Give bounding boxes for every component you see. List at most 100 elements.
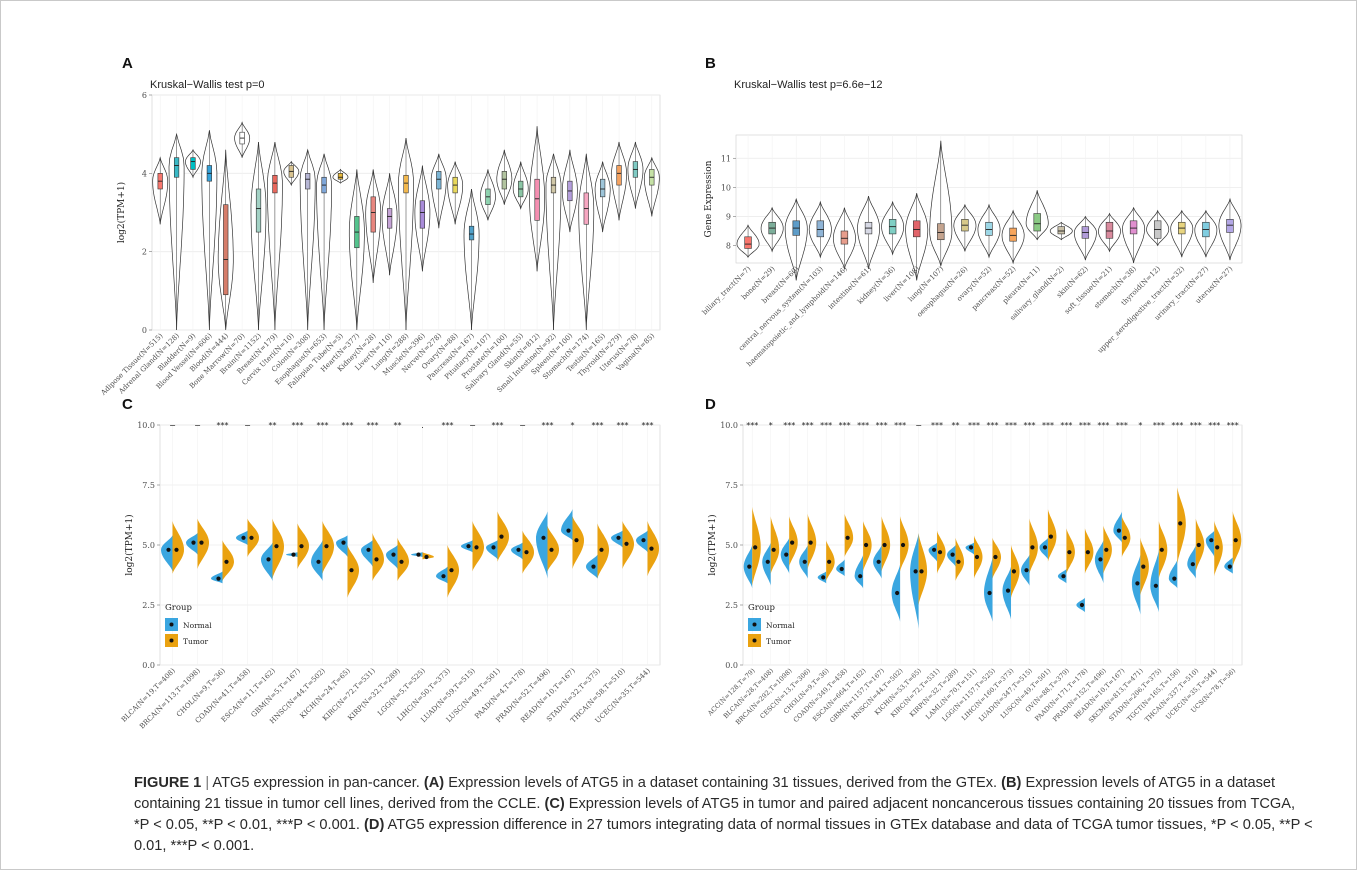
caption-text: Expression levels of ATG5 in tumor and p… (134, 796, 1296, 833)
median-point-tumor (993, 554, 998, 560)
median-point-normal (541, 535, 546, 540)
box-iqr (305, 173, 311, 190)
box-iqr (403, 174, 409, 194)
median-point-normal (839, 566, 844, 572)
median-point-tumor (249, 535, 254, 540)
median-point-tumor (753, 545, 758, 550)
significance-label: *** (746, 421, 758, 430)
significance-label: *** (1042, 421, 1054, 430)
median-point-normal (784, 552, 789, 557)
violin-normal (211, 571, 223, 584)
median-point-tumor (299, 544, 304, 549)
violin-tumor (955, 537, 964, 581)
y-tick-label: 0 (142, 326, 147, 335)
median-point-normal (316, 559, 321, 564)
violin-normal (1168, 559, 1178, 589)
significance-label: *** (1208, 421, 1220, 430)
median-point-tumor (1233, 538, 1238, 543)
caption-label: FIGURE 1 (134, 775, 202, 791)
median-point-normal (1209, 538, 1214, 543)
median-point-normal (1061, 574, 1066, 579)
median-point-tumor (863, 542, 869, 548)
violin-normal (536, 511, 548, 579)
panel-D: D0.02.55.07.510.0log2(TPM+1)***ACC(N=128… (705, 396, 1243, 726)
median-point-normal (931, 547, 937, 552)
significance-label: *** (317, 421, 329, 430)
violin-tumor (322, 521, 334, 574)
median-point-tumor (474, 545, 479, 550)
violin-tumor (347, 545, 359, 598)
x-tick-label: pancreas(N=52) (970, 265, 1017, 312)
box-iqr (1105, 221, 1114, 239)
box-iqr (337, 173, 344, 180)
x-tick-label: Adipose Tissue(N=515) (99, 332, 165, 398)
y-axis-label: Gene Expression (704, 160, 714, 237)
median-point-normal (895, 590, 900, 596)
violin-normal (910, 533, 919, 629)
significance-label: ** (269, 421, 277, 430)
legend-label: Normal (183, 621, 212, 630)
significance-label: *** (367, 421, 379, 430)
figure-caption: FIGURE 1 | ATG5 expression in pan-cancer… (134, 773, 1314, 857)
box-iqr (1129, 220, 1138, 235)
y-axis-label: log2(TPM+1) (116, 182, 127, 243)
median-point-tumor (649, 546, 654, 551)
violin-normal (486, 540, 498, 560)
box-iqr (436, 171, 442, 190)
significance-label: * (769, 421, 773, 430)
panel-letter: B (705, 55, 716, 72)
box-iqr (173, 157, 180, 178)
median-point-normal (566, 528, 571, 533)
box-iqr (272, 174, 278, 194)
median-point-normal (1098, 557, 1103, 562)
violin-tumor (1177, 487, 1186, 565)
violin-tumor (222, 540, 234, 581)
y-tick-label: 9 (726, 212, 731, 221)
median-point-tumor (919, 569, 924, 574)
violin-normal (1094, 540, 1104, 584)
box-iqr (985, 221, 993, 236)
violin-normal (636, 530, 648, 553)
violin-normal (1150, 549, 1159, 613)
median-point-tumor (845, 535, 850, 540)
y-tick-label: 2.5 (142, 601, 155, 610)
box-iqr (816, 220, 825, 238)
box-iqr (1033, 213, 1041, 232)
violin-tumor (447, 545, 459, 598)
box-iqr (616, 165, 622, 186)
box-iqr (744, 236, 752, 249)
median-point-tumor (174, 547, 179, 552)
y-axis-label: log2(TPM+1) (707, 514, 718, 575)
y-tick-label: 5.0 (725, 541, 738, 550)
violin-normal (611, 530, 623, 548)
x-tick-label: upper_aerodigestive_tract(N=32) (1096, 265, 1186, 355)
caption-panel-ref: (B) (1001, 775, 1022, 791)
box-iqr (937, 223, 945, 241)
violin-tumor (472, 521, 484, 572)
median-point-normal (591, 564, 596, 569)
significance-label: − (194, 421, 201, 430)
median-point-tumor (1011, 569, 1017, 574)
significance-label: *** (839, 421, 851, 430)
violin-normal (561, 509, 573, 541)
x-tick-label: LGG(N=5,T=525) (376, 667, 427, 718)
median-point-normal (1005, 588, 1011, 593)
median-point-tumor (937, 550, 943, 555)
violin-tumor (918, 533, 928, 605)
significance-label: *** (1190, 421, 1202, 430)
significance-label: *** (783, 421, 795, 430)
caption-text: ATG5 expression in pan-cancer. (212, 775, 424, 791)
violin-normal (1002, 566, 1011, 620)
legend-label: Tumor (183, 637, 208, 646)
median-point-normal (1079, 602, 1085, 608)
legend-dot (752, 638, 757, 643)
significance-label: *** (1227, 421, 1239, 430)
median-point-normal (1227, 564, 1232, 569)
median-point-tumor (827, 559, 832, 564)
panel-letter: A (122, 55, 133, 72)
significance-label: . (421, 421, 424, 430)
y-tick-label: 7.5 (725, 481, 738, 490)
panel-B: B Kruskal−Wallis test p=6.6e−12 8 9 10 11 Gene… (701, 55, 1243, 368)
box-iqr (1057, 226, 1065, 235)
caption-separator: | (201, 775, 213, 791)
